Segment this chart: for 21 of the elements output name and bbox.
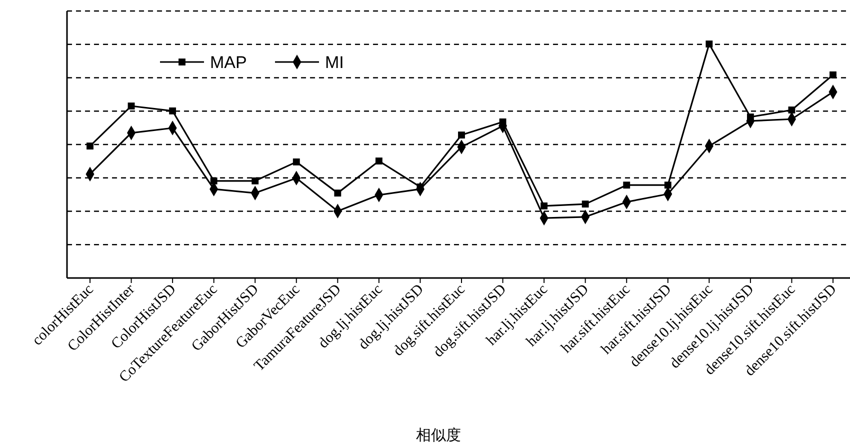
point: [86, 142, 94, 150]
point: [128, 102, 135, 110]
point: [252, 177, 259, 184]
legend-label: MAP: [210, 53, 247, 72]
point: [169, 107, 176, 114]
legend-label: MI: [325, 53, 344, 72]
x-axis-title: 相似度: [416, 426, 461, 444]
point: [375, 158, 382, 164]
point: [210, 177, 218, 184]
point: [458, 132, 465, 138]
point: [334, 190, 342, 197]
point: [664, 182, 672, 189]
point: [499, 118, 506, 126]
point: [788, 106, 796, 114]
point: [540, 202, 548, 210]
point: [582, 200, 589, 208]
point: [292, 158, 300, 166]
point: [746, 114, 754, 120]
point: [623, 182, 630, 189]
point: [706, 40, 713, 48]
point: [830, 71, 836, 78]
